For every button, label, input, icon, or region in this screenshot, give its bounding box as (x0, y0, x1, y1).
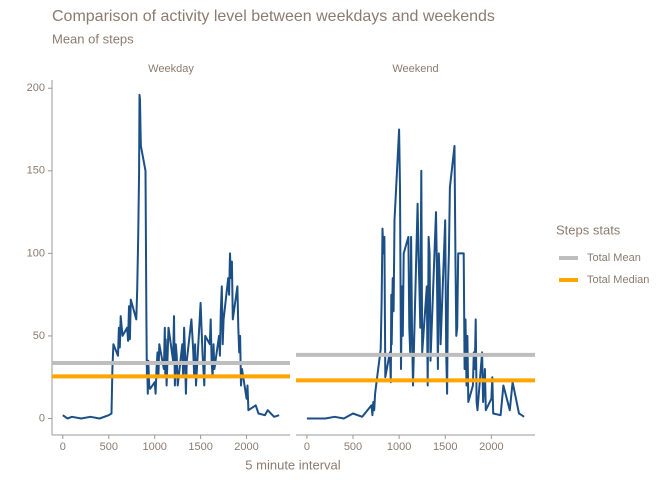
x-tick-label: 1000 (142, 441, 166, 453)
x-tick-label: 2000 (234, 441, 258, 453)
panel-title: Weekday (148, 63, 194, 75)
panel-title: Weekend (392, 63, 438, 75)
chart-subtitle: Mean of steps (52, 31, 134, 46)
x-axis-label: 5 minute interval (245, 457, 340, 472)
legend-label: Total Mean (587, 252, 641, 264)
y-tick-label: 50 (33, 330, 45, 342)
legend-label: Total Median (587, 274, 649, 286)
x-tick-label: 0 (60, 441, 66, 453)
x-tick-label: 1000 (387, 441, 411, 453)
x-tick-label: 500 (344, 441, 362, 453)
steps-line (306, 128, 525, 420)
x-tick-label: 0 (304, 441, 310, 453)
x-tick-label: 1500 (433, 441, 457, 453)
legend-title: Steps stats (556, 222, 621, 237)
steps-line (62, 93, 280, 420)
y-tick-label: 200 (27, 82, 45, 94)
chart-title: Comparison of activity level between wee… (52, 8, 495, 25)
x-tick-label: 500 (100, 441, 118, 453)
y-tick-label: 100 (27, 247, 45, 259)
x-tick-label: 1500 (188, 441, 212, 453)
x-tick-label: 2000 (479, 441, 503, 453)
y-tick-label: 150 (27, 165, 45, 177)
y-tick-label: 0 (39, 412, 45, 424)
